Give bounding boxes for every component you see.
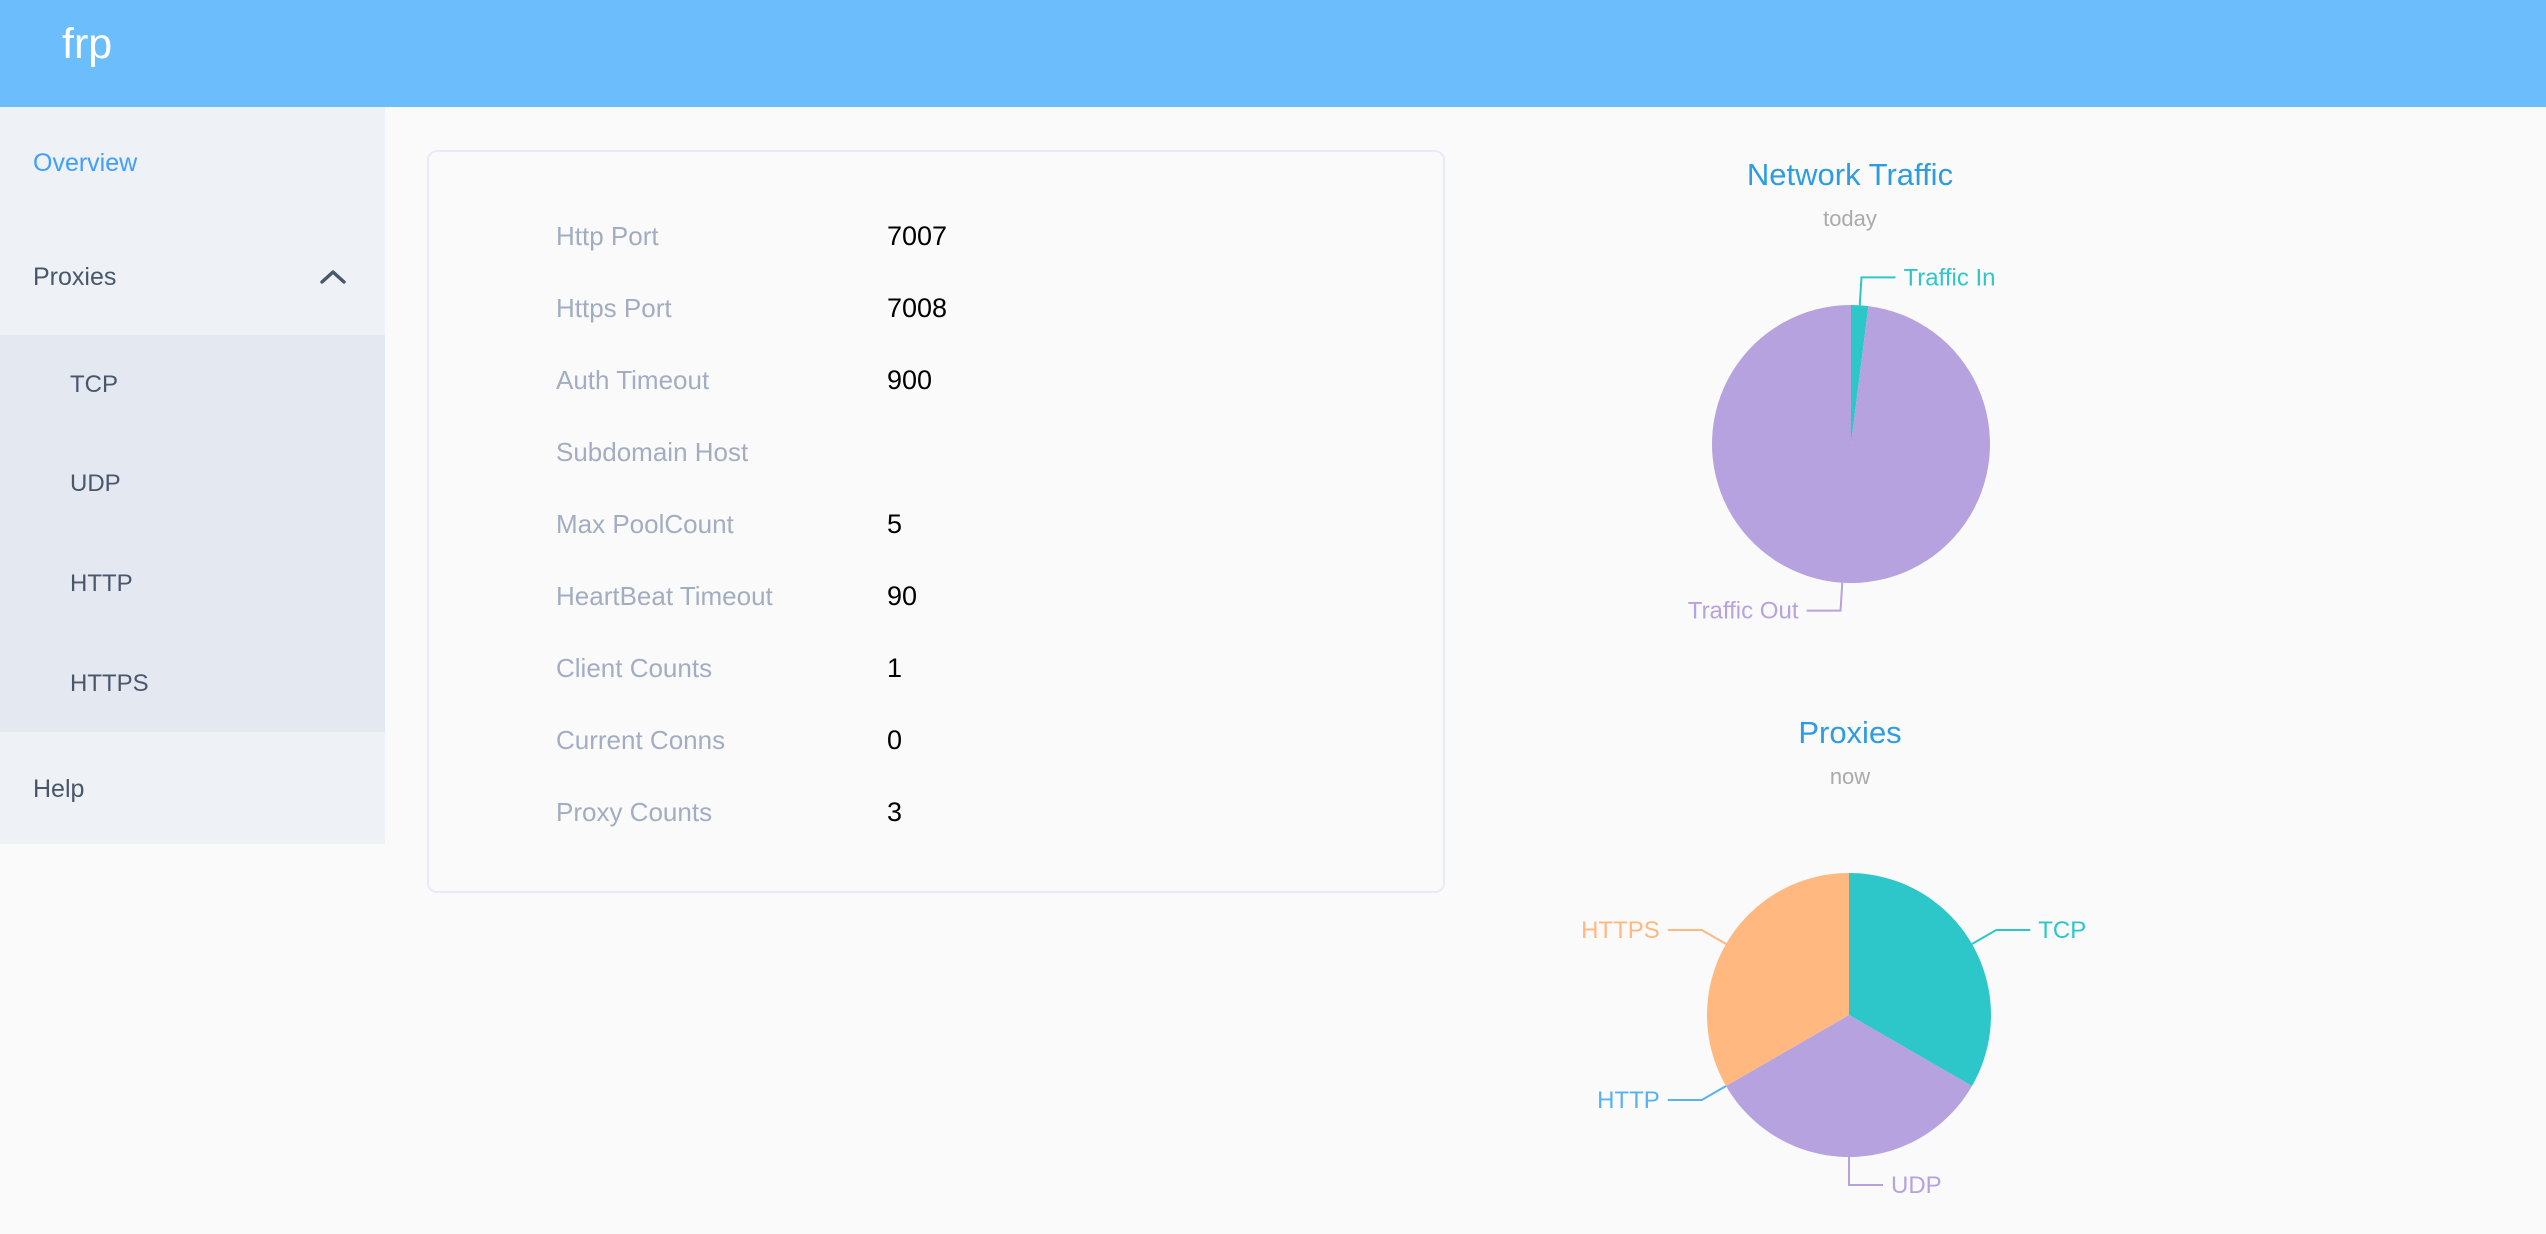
pie-label-http: HTTP bbox=[1597, 1087, 1660, 1114]
info-row-http-port: Http Port 7007 bbox=[429, 200, 1443, 272]
pie-label-https: HTTPS bbox=[1581, 917, 1660, 944]
info-value: 900 bbox=[887, 364, 933, 395]
sidebar-item-tcp[interactable]: TCP bbox=[0, 335, 385, 434]
sidebar-item-label: Help bbox=[33, 774, 85, 803]
info-label: Auth Timeout bbox=[556, 364, 710, 395]
chart-title: Network Traffic bbox=[1746, 157, 1954, 192]
pie-label-line-traffic-out bbox=[1806, 582, 1844, 612]
info-value: 0 bbox=[887, 724, 903, 755]
proxies-pie: TCP UDP HTTP HTTPS bbox=[1581, 873, 2086, 1199]
sidebar-item-label: TCP bbox=[70, 370, 118, 398]
info-row-max-poolcount: Max PoolCount 5 bbox=[429, 488, 1443, 560]
info-label: Current Conns bbox=[556, 724, 726, 755]
info-label: Subdomain Host bbox=[556, 436, 749, 467]
app-logo: frp bbox=[62, 20, 113, 68]
info-row-current-conns: Current Conns 0 bbox=[429, 704, 1443, 776]
pie-label-traffic-out: Traffic Out bbox=[1688, 598, 1799, 625]
sidebar-item-label: UDP bbox=[70, 469, 121, 497]
sidebar-item-overview[interactable]: Overview bbox=[0, 107, 385, 219]
pie-slice-https[interactable] bbox=[1707, 873, 1849, 1086]
pie-label-line-http bbox=[1667, 1085, 1727, 1101]
info-row-https-port: Https Port 7008 bbox=[429, 272, 1443, 344]
proxies-chart: Proxies now TCP UDP HTTP HTTPS bbox=[1545, 700, 2155, 1234]
chart-subtitle: today bbox=[1823, 206, 1877, 231]
pie-slice-tcp[interactable] bbox=[1849, 873, 1991, 1086]
pie-label-traffic-in: Traffic In bbox=[1903, 264, 1995, 291]
info-value: 90 bbox=[887, 580, 918, 611]
info-row-auth-timeout: Auth Timeout 900 bbox=[429, 344, 1443, 416]
chart-title: Proxies bbox=[1798, 715, 1902, 750]
info-value: 7007 bbox=[887, 220, 948, 251]
info-row-heartbeat-timeout: HeartBeat Timeout 90 bbox=[429, 560, 1443, 632]
pie-label-line-udp bbox=[1848, 1157, 1883, 1186]
info-row-subdomain-host: Subdomain Host bbox=[429, 416, 1443, 488]
sidebar-item-label: Overview bbox=[33, 148, 138, 177]
pie-slice-udp[interactable] bbox=[1726, 1015, 1972, 1157]
sidebar-item-proxies[interactable]: Proxies bbox=[0, 219, 385, 335]
info-label: Max PoolCount bbox=[556, 508, 734, 539]
info-value: 5 bbox=[887, 508, 903, 539]
pie-label-udp: UDP bbox=[1891, 1172, 1942, 1199]
sidebar-item-udp[interactable]: UDP bbox=[0, 434, 385, 533]
sidebar-item-label: Proxies bbox=[33, 262, 117, 291]
sidebar-nav: Overview Proxies TCP UDP HTTP HTTPS Help bbox=[0, 107, 385, 844]
chart-subtitle: now bbox=[1829, 764, 1871, 789]
info-label: Http Port bbox=[556, 220, 659, 251]
info-value: 1 bbox=[887, 652, 903, 683]
info-value: 3 bbox=[887, 796, 903, 827]
pie-label-tcp: TCP bbox=[2038, 917, 2086, 944]
sidebar-item-label: HTTP bbox=[70, 570, 133, 597]
pie-label-line-https bbox=[1667, 929, 1727, 945]
sidebar-item-help[interactable]: Help bbox=[0, 732, 385, 846]
info-label: HeartBeat Timeout bbox=[556, 580, 773, 611]
pie-slice-traffic-out[interactable] bbox=[1712, 305, 1990, 583]
pie-label-line-traffic-in bbox=[1858, 276, 1896, 306]
pie-slice-traffic-in[interactable] bbox=[1851, 305, 1869, 444]
info-label: Proxy Counts bbox=[556, 796, 713, 827]
app-header: frp bbox=[0, 0, 2546, 107]
network-traffic-pie: Traffic In Traffic Out bbox=[1688, 264, 1996, 625]
pie-label-line-tcp bbox=[1971, 929, 2031, 945]
network-traffic-chart: Network Traffic today Traffic In Traffic … bbox=[1545, 150, 2155, 670]
sidebar-item-label: HTTPS bbox=[70, 669, 149, 697]
sidebar-item-http[interactable]: HTTP bbox=[0, 533, 385, 635]
sidebar-item-https[interactable]: HTTPS bbox=[0, 635, 385, 732]
server-info-card: Http Port 7007 Https Port 7008 Auth Time… bbox=[427, 150, 1445, 893]
proxies-submenu: TCP UDP HTTP HTTPS bbox=[0, 335, 385, 732]
info-label: Https Port bbox=[556, 292, 672, 323]
info-value: 7008 bbox=[887, 292, 948, 323]
chevron-up-icon bbox=[320, 270, 346, 284]
info-label: Client Counts bbox=[556, 652, 713, 683]
info-row-proxy-counts: Proxy Counts 3 bbox=[429, 776, 1443, 848]
info-row-client-counts: Client Counts 1 bbox=[429, 632, 1443, 704]
